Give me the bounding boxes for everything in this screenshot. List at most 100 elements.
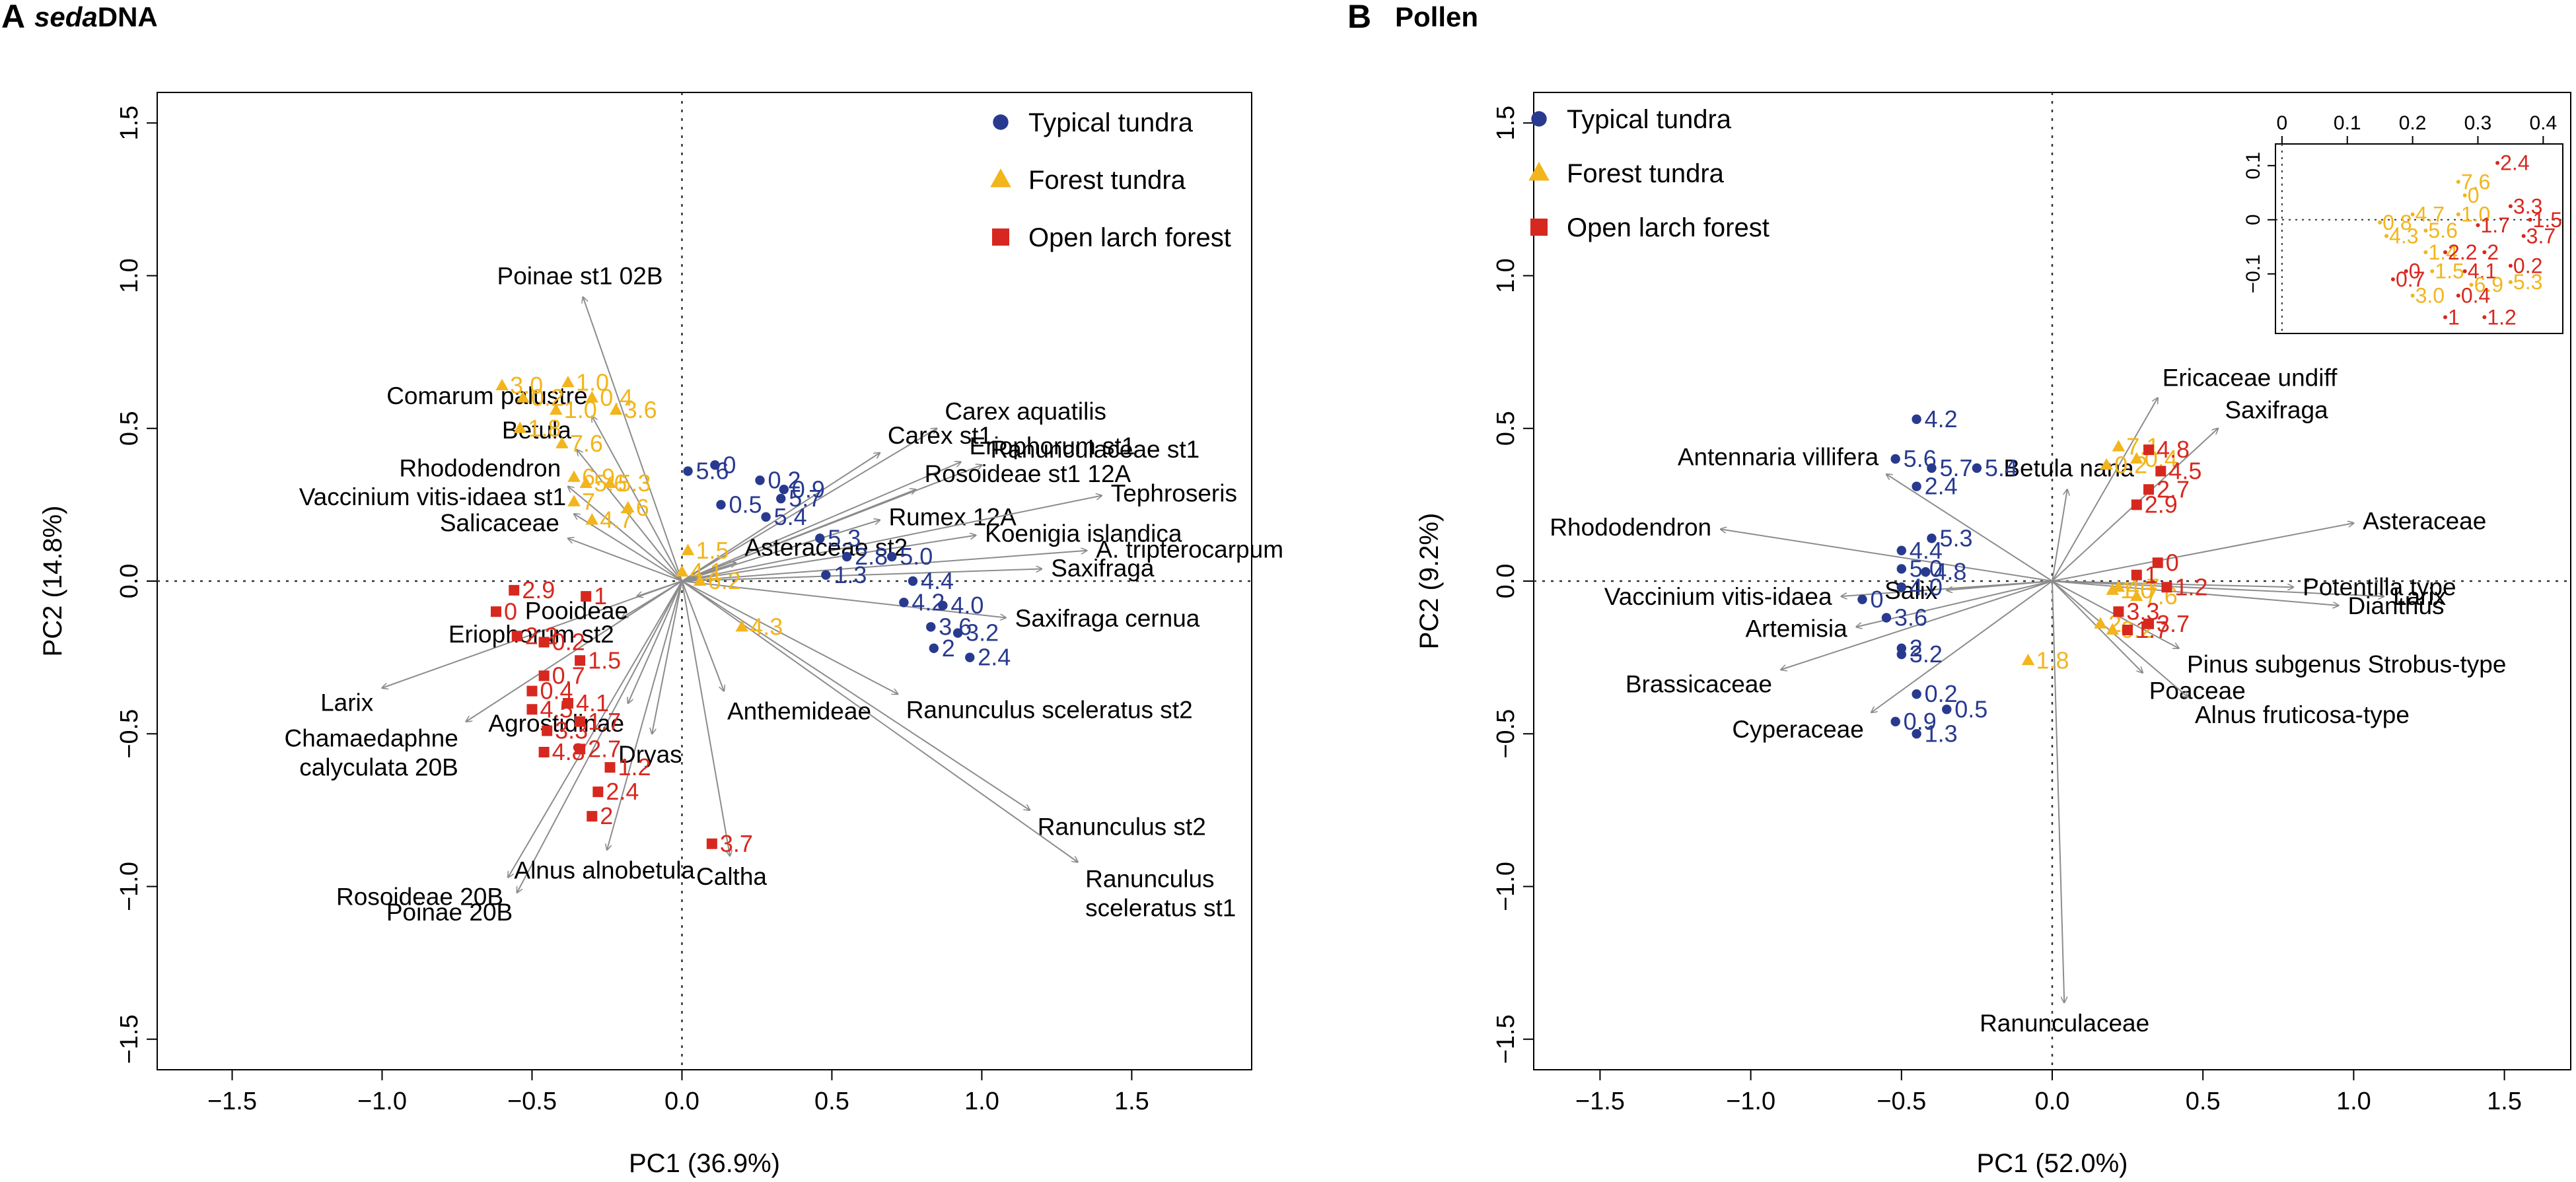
pa-x-axis-label: PC1 (36.9%) bbox=[629, 1149, 780, 1178]
panel-a-chart: −1.5 −1.0 −0.5 0.0 0.5 1.0 1.5 −1.5 −1.0 −0.5 0.0 0… bbox=[38, 92, 1283, 1178]
pb-point-larch bbox=[2143, 444, 2155, 456]
inset-point-label: 0.4 bbox=[2461, 284, 2490, 308]
pa-point-typical bbox=[779, 485, 789, 495]
pb-point-typical bbox=[1896, 545, 1907, 555]
pa-loading-label: Betula bbox=[502, 417, 571, 444]
pa-point-label: 1.5 bbox=[588, 646, 621, 674]
pa-point-forest bbox=[555, 436, 569, 448]
pa-loading-arrow bbox=[568, 538, 682, 582]
pb-point-typical bbox=[1890, 716, 1900, 726]
pb-point-forest bbox=[2112, 440, 2126, 452]
pa-loading-label: Tephroseris bbox=[1111, 480, 1237, 507]
inset-point-forest bbox=[2462, 193, 2467, 197]
pb-loading-label: Brassicaceae bbox=[1626, 670, 1772, 697]
pa-loading-label: Koenigia islandica bbox=[985, 520, 1182, 547]
pa-point-label: 2.9 bbox=[522, 576, 555, 604]
pa-loading-label: Ranunculus sceleratus st2 bbox=[906, 697, 1193, 724]
pb-point-label: 0 bbox=[1870, 586, 1883, 613]
inset-point-larch bbox=[2462, 269, 2467, 273]
pb-ytick-label: −0.5 bbox=[1492, 709, 1520, 759]
pa-point-label: 0.2 bbox=[552, 629, 585, 656]
inset-frame bbox=[2275, 143, 2563, 334]
pa-point-label: 2.7 bbox=[588, 735, 621, 762]
inset-point-larch bbox=[2508, 204, 2513, 209]
pb-legend-marker-typical bbox=[1531, 111, 1547, 127]
pa-point-forest bbox=[567, 495, 581, 506]
pb-loading-label: Pinus subgenus Strobus-type bbox=[2187, 650, 2506, 678]
panel-a-title-italic: seda bbox=[34, 1, 98, 32]
pb-point-label: 5.4 bbox=[1985, 454, 2018, 481]
pa-point-larch bbox=[509, 584, 520, 596]
pa-xtick-label: −0.5 bbox=[507, 1088, 557, 1115]
pa-point-typical bbox=[761, 512, 771, 522]
inset-xtick-label: 0.2 bbox=[2399, 112, 2427, 134]
pa-ytick-label: 1.5 bbox=[116, 106, 143, 141]
pa-loading-label: Salicaceae bbox=[440, 509, 559, 536]
pa-xtick-label: 0.5 bbox=[814, 1088, 849, 1115]
pb-point-label: 0.5 bbox=[1954, 695, 1987, 722]
pa-point-larch bbox=[538, 747, 550, 757]
pb-point-label: 0.9 bbox=[1904, 708, 1937, 735]
pa-loading-arrow bbox=[682, 462, 960, 582]
pa-loading-label: Rosoideae 20B bbox=[336, 884, 503, 911]
pb-point-forest bbox=[2130, 452, 2143, 464]
pa-point-label: 1.0 bbox=[564, 396, 597, 423]
inset-point-label: 0 bbox=[2409, 260, 2421, 283]
pa-point-label: 0.7 bbox=[552, 662, 585, 689]
pa-loading-label: Ranunculaceae st1 bbox=[990, 436, 1199, 463]
pb-point-typical bbox=[1857, 594, 1867, 604]
inset-point-label: 4.1 bbox=[2468, 260, 2497, 283]
pb-loading-label: Asteraceae bbox=[2363, 507, 2486, 534]
inset-point-forest bbox=[2423, 228, 2428, 233]
pb-loading-label: Larix bbox=[2393, 583, 2447, 610]
pb-point-label: 4.2 bbox=[1925, 405, 1958, 433]
pa-point-forest bbox=[735, 619, 748, 632]
inset-point-forest bbox=[2508, 280, 2513, 285]
pa-loading-arrow bbox=[681, 453, 880, 582]
pa-point-typical bbox=[815, 534, 825, 543]
inset-point-label: 1.5 bbox=[2435, 260, 2464, 283]
pa-loading-label: Ranunculus st2 bbox=[1038, 814, 1206, 841]
pa-loading-arrow bbox=[466, 580, 682, 722]
pa-point-typical bbox=[755, 475, 765, 485]
pa-loading-label: Dryas bbox=[618, 741, 682, 768]
pa-loading-arrow bbox=[652, 580, 683, 734]
pa-loading-label: Chamaedaphne calyculata 20B bbox=[285, 724, 458, 781]
pa-point-label: 1.7 bbox=[588, 708, 621, 735]
inset-xtick-label: 0.4 bbox=[2529, 112, 2557, 134]
pb-point-label: 4.4 bbox=[1910, 537, 1943, 564]
pb-point-larch bbox=[2143, 484, 2155, 495]
pb-point-forest bbox=[2100, 458, 2113, 470]
pb-point-label: 4.8 bbox=[2157, 436, 2190, 463]
pa-point-larch bbox=[526, 685, 538, 697]
pa-ytick-label: −0.5 bbox=[116, 709, 143, 759]
pb-point-label: 2 bbox=[1910, 635, 1923, 662]
inset-point-forest bbox=[2410, 293, 2415, 298]
pb-point-label: 0.2 bbox=[1925, 680, 1958, 707]
pa-point-typical bbox=[776, 493, 786, 504]
inset-point-larch bbox=[2495, 160, 2500, 165]
pb-point-larch bbox=[2161, 582, 2172, 593]
pb-point-label: 1.8 bbox=[2036, 646, 2069, 674]
pb-ytick-label: 0.5 bbox=[1492, 411, 1520, 446]
inset-point-label: 1.4 bbox=[2428, 240, 2457, 264]
pb-point-typical bbox=[1972, 463, 1982, 473]
pb-point-typical bbox=[1890, 454, 1900, 464]
pb-point-label: 4.0 bbox=[1910, 573, 1943, 600]
pa-point-typical bbox=[952, 628, 963, 638]
pb-loading-label: Betula nana bbox=[2003, 454, 2134, 481]
inset-point-label: 5.3 bbox=[2513, 270, 2542, 294]
pa-loading-arrow bbox=[681, 580, 1030, 810]
pa-loading-arrow bbox=[682, 496, 1102, 582]
pb-point-typical bbox=[1927, 534, 1937, 543]
pa-point-typical bbox=[938, 600, 948, 611]
pa-loading-label: Rhododendron bbox=[399, 455, 561, 482]
pb-loading-arrow bbox=[2052, 489, 2067, 582]
pa-loading-label: Eriophorum st2 bbox=[448, 621, 614, 648]
pa-point-typical bbox=[926, 622, 936, 632]
pa-point-label: 5.3 bbox=[618, 469, 651, 497]
pa-xtick-label: −1.5 bbox=[207, 1088, 257, 1115]
pa-point-label: 1.2 bbox=[618, 753, 651, 781]
pb-loading-arrow bbox=[2052, 580, 2293, 587]
